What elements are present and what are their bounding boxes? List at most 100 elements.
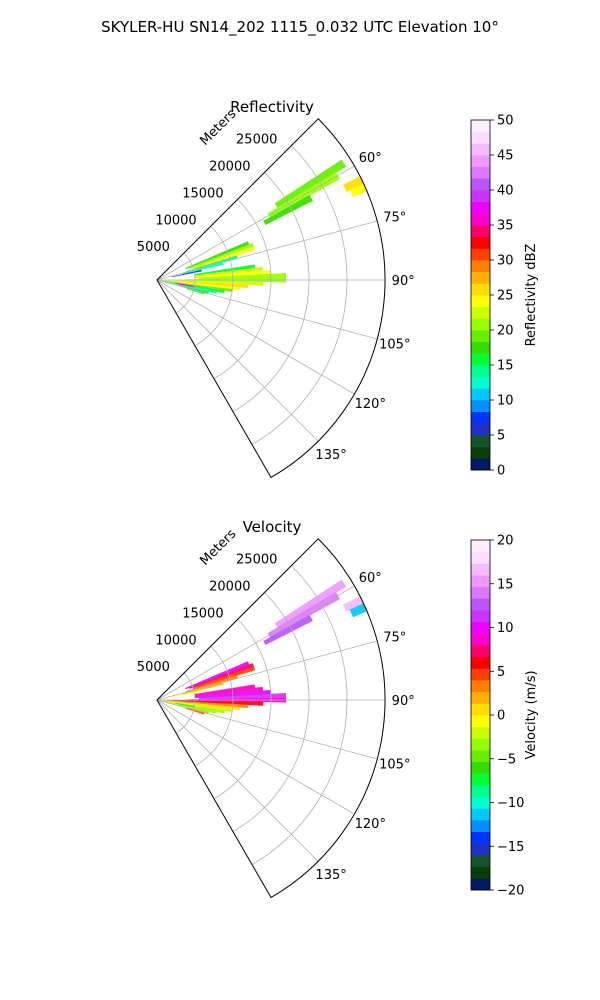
sector-outline (156, 538, 386, 899)
velocity-panel: Velocity 60° 75° 90° 105° 120° 135° 5000 10000 15… (137, 518, 539, 899)
echo-cell-8 (186, 675, 238, 693)
colorbar-swatch-7 (471, 796, 490, 809)
azimuth-line-3 (156, 279, 378, 340)
colorbar-swatch-6 (471, 388, 490, 401)
colorbar-swatch-2 (471, 855, 490, 868)
figure-suptitle: SKYLER-HU SN14_202 1115_0.032 UTC Elevat… (101, 18, 499, 37)
colorbar-swatch-13 (471, 306, 490, 319)
colorbar-swatch-23 (471, 190, 490, 203)
colorbar-swatch-6 (471, 808, 490, 821)
azimuth-line-5 (156, 699, 319, 862)
colorbar-swatch-28 (471, 551, 490, 564)
range-ring-0 (175, 252, 196, 314)
colorbar-swatch-22 (471, 621, 490, 634)
colorbar-swatch-27 (471, 563, 490, 576)
radial-tick-label-0: 5000 (137, 240, 170, 255)
colorbar-swatch-20 (471, 645, 490, 658)
colorbar-swatch-27 (471, 143, 490, 156)
azimuth-line-0 (156, 165, 355, 281)
echo-cell-5 (185, 241, 250, 270)
colorbar-swatch-18 (471, 248, 490, 261)
panel-title: Reflectivity (230, 98, 314, 116)
azimuth-tick-label-3: 105° (379, 338, 410, 353)
echo-cell-24 (175, 702, 195, 708)
colorbar-tick-label-9: 45 (497, 149, 514, 164)
echo-cell-8 (186, 255, 238, 273)
colorbar-swatch-19 (471, 236, 490, 249)
range-ring-2 (213, 199, 272, 380)
echo-cell-12 (194, 686, 263, 697)
colorbar-tick-label-2: 10 (497, 394, 514, 409)
azimuth-tick-label-3: 105° (379, 758, 410, 773)
colorbar-swatch-10 (471, 761, 490, 774)
colorbar-swatch-1 (471, 446, 490, 459)
colorbar-tick-label-7: 35 (497, 219, 514, 234)
colorbar-swatch-5 (471, 400, 490, 413)
colorbar-swatch-15 (471, 283, 490, 296)
azimuth-tick-label-1: 75° (383, 630, 406, 645)
colorbar-swatch-12 (471, 318, 490, 331)
azimuth-tick-label-1: 75° (383, 210, 406, 225)
azimuth-tick-label-5: 135° (315, 868, 346, 883)
colorbar-swatch-4 (471, 831, 490, 844)
colorbar-swatch-13 (471, 726, 490, 739)
echo-cell-4 (349, 183, 367, 198)
colorbar-tick-label-1: −15 (497, 840, 524, 855)
colorbar-swatch-21 (471, 633, 490, 646)
echo-cells (160, 579, 367, 715)
range-ring-4 (251, 565, 348, 865)
radial-tick-label-2: 15000 (182, 606, 223, 621)
colorbar-tick-label-8: 40 (497, 184, 514, 199)
azimuth-tick-label-4: 120° (355, 397, 386, 412)
echo-cell-2 (263, 615, 313, 645)
radial-axis-label: Meters (197, 526, 239, 568)
colorbar-swatch-23 (471, 610, 490, 623)
colorbar-swatch-17 (471, 680, 490, 693)
colorbar-swatch-10 (471, 341, 490, 354)
azimuth-line-5 (156, 279, 319, 442)
colorbar-swatch-1 (471, 866, 490, 879)
colorbar-swatch-15 (471, 703, 490, 716)
colorbar-swatch-17 (471, 260, 490, 273)
colorbar-swatch-21 (471, 213, 490, 226)
colorbar-swatch-24 (471, 178, 490, 191)
azimuth-line-0 (156, 585, 355, 701)
colorbar-tick-label-3: −5 (497, 752, 516, 767)
colorbar-swatch-12 (471, 738, 490, 751)
range-ring-1 (194, 645, 234, 767)
colorbar-swatch-19 (471, 656, 490, 669)
colorbar-label: Reflectivity dBZ (524, 244, 539, 347)
azimuth-tick-label-5: 135° (315, 448, 346, 463)
colorbar-swatch-29 (471, 540, 490, 553)
colorbar-swatch-0 (471, 458, 490, 471)
colorbar-swatch-25 (471, 586, 490, 599)
colorbar-swatch-22 (471, 201, 490, 214)
azimuth-tick-label-2: 90° (392, 694, 415, 709)
echo-cell-5 (185, 661, 250, 690)
colorbar-tick-label-7: 15 (497, 577, 514, 592)
colorbar-tick-label-5: 25 (497, 289, 514, 304)
azimuth-tick-label-0: 60° (359, 571, 382, 586)
echo-cell-11 (194, 264, 256, 276)
radial-tick-label-3: 20000 (209, 160, 250, 175)
colorbar-tick-label-0: 0 (497, 464, 505, 479)
echo-cell-3 (343, 596, 364, 612)
colorbar-swatch-29 (471, 120, 490, 133)
echo-cell-0 (274, 579, 347, 628)
azimuth-tick-label-2: 90° (392, 274, 415, 289)
colorbar: −20 −15 −10 −5 0 5 10 15 20 Velocity (m/s) (470, 534, 539, 899)
colorbar-tick-label-4: 20 (497, 324, 514, 339)
colorbar-swatch-8 (471, 785, 490, 798)
colorbar-swatch-7 (471, 376, 490, 389)
sector-outline (156, 118, 386, 479)
colorbar-swatch-25 (471, 166, 490, 179)
colorbar-swatch-5 (471, 820, 490, 833)
azimuth-line-3 (156, 699, 378, 760)
colorbar-label: Velocity (m/s) (524, 670, 539, 759)
echo-cell-11 (194, 684, 256, 696)
colorbar-swatch-16 (471, 271, 490, 284)
range-ring-0 (175, 672, 196, 734)
colorbar-tick-label-5: 5 (497, 665, 505, 680)
echo-cell-6 (188, 243, 255, 269)
colorbar-swatch-9 (471, 773, 490, 786)
